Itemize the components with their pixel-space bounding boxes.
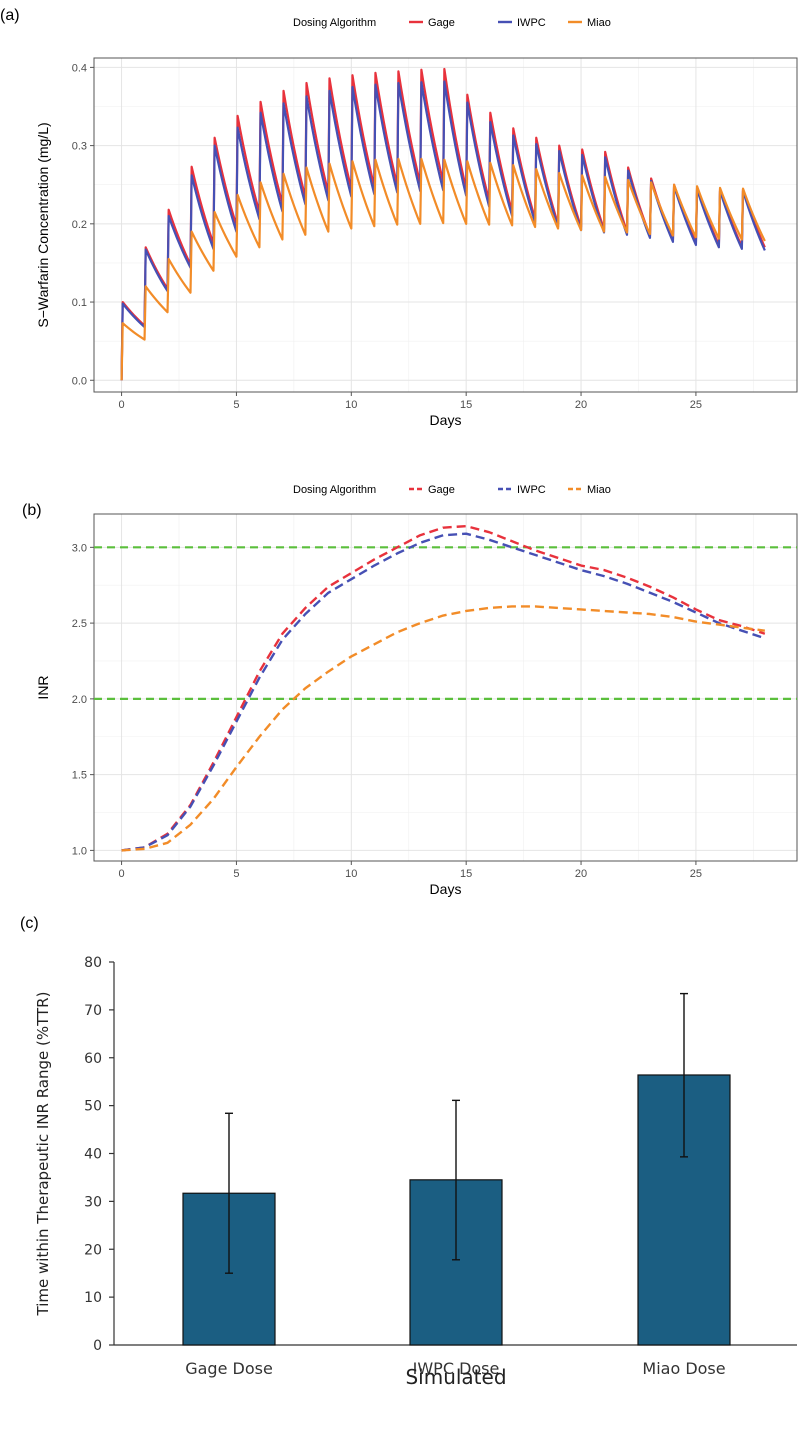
y-tick-label: 60	[84, 1051, 102, 1067]
y-tick-label: 0.1	[72, 297, 87, 309]
series-line-miao	[120, 157, 766, 381]
plot-frame	[93, 57, 798, 393]
y-tick-label: 2.5	[72, 618, 87, 630]
chart-c-ttr-bar: 0 10 20 30 40 50 60 70 80 Gage Dose IWPC Dose Miao …	[34, 955, 797, 1389]
y-tick-label: 3.0	[72, 542, 87, 554]
y-tick-label: 1.0	[72, 845, 87, 857]
x-tick-label: 5	[233, 399, 239, 411]
panel-label-b: (b)	[22, 502, 42, 519]
x-category-label: Gage Dose	[185, 1359, 273, 1378]
x-category-label: Miao Dose	[642, 1359, 725, 1378]
y-tick-label: 0.4	[72, 62, 87, 74]
plot-frame	[93, 513, 798, 862]
x-axis-title: Simulated	[405, 1365, 506, 1389]
x-tick-label: 5	[233, 868, 239, 880]
x-tick-label: 15	[460, 399, 472, 411]
y-tick-label: 40	[84, 1147, 102, 1163]
legend: Dosing Algorithm Gage IWPC Miao	[293, 484, 611, 496]
y-tick-label: 2.0	[72, 694, 87, 706]
x-tick-label: 15	[460, 868, 472, 880]
y-tick-label: 1.5	[72, 770, 87, 782]
legend-title: Dosing Algorithm	[293, 484, 376, 496]
legend-label-miao: Miao	[587, 17, 611, 29]
x-tick-label: 25	[690, 399, 702, 411]
legend-title: Dosing Algorithm	[293, 17, 376, 29]
y-tick-label: 20	[84, 1242, 102, 1258]
x-tick-label: 0	[119, 868, 125, 880]
x-tick-label: 0	[119, 399, 125, 411]
series-line-miao	[121, 605, 765, 852]
x-axis-title: Days	[430, 881, 462, 897]
legend-label-gage: Gage	[428, 17, 455, 29]
x-tick-label: 10	[345, 399, 357, 411]
y-tick-label: 30	[84, 1194, 102, 1210]
x-tick-label: 20	[575, 868, 587, 880]
legend-label-iwpc: IWPC	[517, 17, 546, 29]
legend: Dosing Algorithm Gage IWPC Miao	[293, 17, 611, 29]
x-tick-label: 20	[575, 399, 587, 411]
y-axis-title: Time within Therapeutic INR Range (%TTR)	[34, 992, 52, 1317]
chart-b-inr: 0 5 10 15 20 25 1.0 1.5 2.0 2.5 3.0 Days INR Dosing A…	[35, 484, 798, 897]
y-axis-title: INR	[35, 675, 51, 699]
legend-label-miao: Miao	[587, 484, 611, 496]
y-tick-label: 50	[84, 1099, 102, 1115]
y-tick-label: 0	[93, 1338, 102, 1354]
y-tick-label: 80	[84, 955, 102, 971]
panel-label-a: (a)	[0, 7, 20, 24]
x-axis-title: Days	[430, 412, 462, 428]
x-tick-label: 25	[690, 868, 702, 880]
y-axis-title: S−Warfarin Concentration (mg/L)	[35, 122, 51, 327]
series-line-gage	[121, 524, 766, 852]
legend-label-gage: Gage	[428, 484, 455, 496]
y-tick-label: 10	[84, 1290, 102, 1306]
series-line-iwpc	[120, 80, 766, 381]
x-category-label: IWPC Dose	[413, 1359, 500, 1378]
y-tick-label: 0.0	[72, 375, 87, 387]
x-tick-label: 10	[345, 868, 357, 880]
chart-a-concentration: 0 5 10 15 20 25 0.0 0.1 0.2 0.3 0.4 Days S−Warfarin …	[35, 17, 798, 428]
y-tick-label: 0.2	[72, 219, 87, 231]
y-tick-label: 0.3	[72, 141, 87, 153]
legend-label-iwpc: IWPC	[517, 484, 546, 496]
y-tick-label: 70	[84, 1003, 102, 1019]
panel-label-c: (c)	[20, 915, 39, 932]
series-line-iwpc	[121, 532, 766, 852]
